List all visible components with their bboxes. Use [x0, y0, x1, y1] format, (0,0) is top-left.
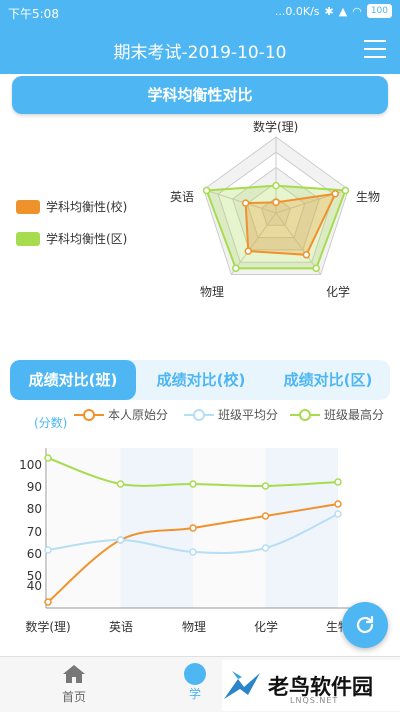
x-tick-label: 数学(理) [25, 620, 71, 634]
bluetooth-icon: ✱ [324, 4, 334, 18]
legend-swatch-orange [16, 199, 40, 214]
radar-axis-label: 英语 [170, 190, 195, 204]
home-icon [63, 665, 85, 683]
x-tick-label: 物理 [181, 620, 207, 634]
nav-second-icon [184, 663, 206, 685]
data-point [334, 510, 342, 518]
refresh-button[interactable] [342, 602, 388, 648]
y-tick-label: 40 [26, 579, 42, 593]
line-legend-label: 班级最高分 [324, 408, 385, 422]
line-legend-label: 班级平均分 [218, 408, 279, 422]
radar-point [272, 181, 280, 190]
radar-point [272, 198, 280, 207]
radar-point [341, 186, 350, 195]
data-point [334, 478, 342, 486]
radar-spoke [275, 212, 322, 275]
radar-point [331, 189, 340, 198]
legend-swatch-green [16, 231, 40, 246]
data-point [261, 544, 270, 552]
data-point [116, 536, 125, 544]
refresh-icon [356, 615, 374, 634]
data-point [189, 524, 197, 532]
watermark-text: 老鸟软件园 [268, 674, 373, 699]
menu-icon[interactable] [364, 40, 386, 58]
chart-band [48, 448, 121, 608]
line-legend-class-max[interactable]: 班级最高分 [290, 406, 384, 423]
y-tick-label: 100 [19, 458, 42, 472]
legend-marker-blue [184, 408, 214, 421]
nav-second-label: 学 [188, 687, 201, 701]
radar-legend-school: 学科均衡性(校) [16, 198, 127, 215]
radar-point [302, 251, 311, 259]
tab-school[interactable]: 成绩对比(校) [156, 371, 246, 389]
x-tick-label: 化学 [253, 620, 279, 634]
data-point [261, 512, 270, 520]
line-legend-personal[interactable]: 本人原始分 [74, 406, 168, 423]
wifi-icon: ◠ [352, 4, 362, 18]
radar-point [241, 199, 250, 207]
radar-legend-label: 学科均衡性(校) [46, 200, 128, 214]
radar-spoke [230, 212, 277, 275]
legend-marker-orange [74, 408, 104, 421]
bird-logo-icon [224, 670, 260, 699]
radar-axis-label: 数学(理) [253, 120, 299, 134]
radar-point [202, 186, 211, 195]
nav-home-label: 首页 [61, 690, 86, 704]
watermark: 老鸟软件园 [222, 660, 400, 711]
data-point [116, 480, 125, 488]
radar-point [232, 264, 240, 273]
status-bar: 下午5:08 ...0.0K/s ✱ ▲ ◠ 100 [0, 0, 400, 24]
nav-second[interactable]: 学 [180, 663, 210, 702]
radar-axis-label: 生物 [356, 190, 381, 204]
tab-class[interactable]: 成绩对比(班) [10, 360, 136, 400]
legend-marker-green [290, 408, 320, 421]
battery-indicator: 100 [366, 4, 392, 18]
line-legend-label: 本人原始分 [108, 408, 169, 422]
radar-legend-district: 学科均衡性(区) [16, 230, 127, 247]
y-tick-label: 90 [26, 480, 42, 494]
radar-point [244, 247, 253, 255]
x-tick-label: 英语 [108, 620, 134, 634]
status-icons: ...0.0K/s ✱ ▲ ◠ 100 [275, 4, 392, 18]
status-time: 下午5:08 [8, 7, 59, 21]
radar-axis-label: 物理 [200, 285, 225, 299]
chart-band [193, 448, 266, 608]
chart-band [120, 448, 193, 608]
y-tick-label: 80 [26, 502, 42, 516]
data-point [44, 454, 52, 462]
tab-district[interactable]: 成绩对比(区) [283, 371, 373, 389]
comparison-tabs: 成绩对比(班) 成绩对比(校) 成绩对比(区) [10, 360, 390, 400]
data-point [44, 598, 52, 606]
line-legend-class-avg[interactable]: 班级平均分 [184, 406, 278, 423]
radar-series-area [244, 192, 337, 256]
app-bar: 期末考试-2019-10-10 [0, 24, 400, 74]
y-axis-unit: (分数) [34, 416, 68, 430]
data-point [189, 548, 197, 556]
y-tick-label: 70 [26, 525, 42, 539]
nav-home[interactable]: 首页 [52, 663, 96, 705]
chart-band [265, 448, 338, 608]
radar-axis-label: 化学 [326, 285, 351, 299]
watermark-subtext: LNQS.NET [290, 696, 339, 705]
radar-point [312, 264, 320, 273]
radar-spoke [203, 189, 277, 214]
data-point [44, 546, 52, 554]
y-tick-label: 60 [26, 547, 42, 561]
network-speed: ...0.0K/s [274, 4, 320, 18]
data-point [334, 500, 342, 508]
signal-icon: ▲ [338, 4, 348, 18]
radar-section-title: 学科均衡性对比 [12, 76, 388, 114]
data-point [261, 482, 270, 490]
radar-legend-label: 学科均衡性(区) [46, 232, 128, 246]
data-point [189, 480, 197, 488]
page-title: 期末考试-2019-10-10 [113, 43, 287, 63]
y-tick-label: 50 [26, 569, 42, 583]
